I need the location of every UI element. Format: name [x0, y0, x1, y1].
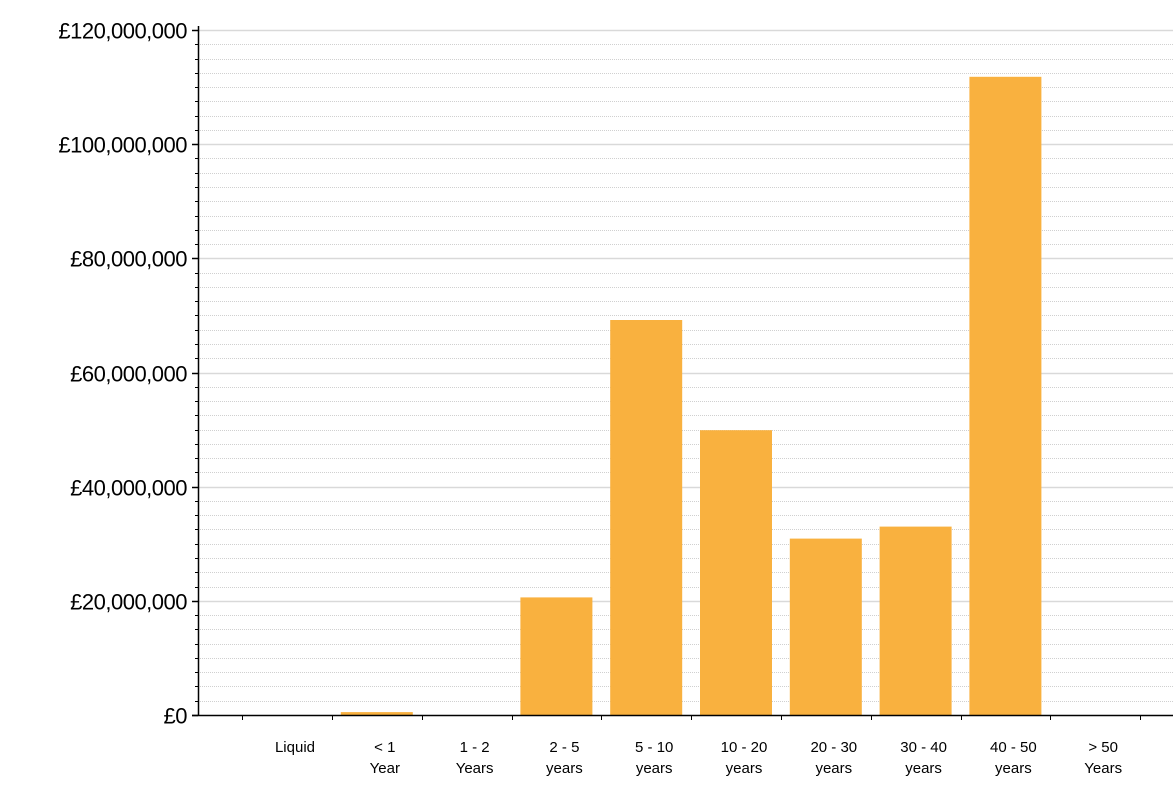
x-tick-label: 40 - 50	[990, 739, 1037, 756]
y-tick-label: £20,000,000	[70, 590, 187, 615]
axes	[192, 26, 1173, 720]
x-tick-label: Years	[1084, 760, 1122, 777]
x-tick-label: 20 - 30	[810, 739, 857, 756]
bar	[969, 76, 1042, 716]
x-tick-label: years	[546, 760, 583, 777]
x-tick-label: years	[815, 760, 852, 777]
y-tick-label: £100,000,000	[58, 133, 187, 158]
x-tick-label: years	[726, 760, 763, 777]
x-tick-label: 2 - 5	[549, 739, 579, 756]
x-tick-label: years	[995, 760, 1032, 777]
bar	[610, 320, 683, 715]
y-tick-label: £60,000,000	[70, 362, 187, 387]
bars	[340, 76, 1042, 716]
x-tick-label: > 50	[1088, 739, 1118, 756]
x-tick-label: 30 - 40	[900, 739, 947, 756]
x-tick-label: years	[636, 760, 673, 777]
bar	[340, 712, 413, 715]
x-tick-label: 1 - 2	[460, 739, 490, 756]
x-tick-label: Liquid	[275, 739, 315, 756]
x-tick-label: 10 - 20	[721, 739, 768, 756]
x-tick-label: Years	[456, 760, 494, 777]
bar	[789, 538, 862, 715]
bar	[879, 526, 952, 715]
y-tick-label: £80,000,000	[70, 247, 187, 272]
y-tick-label: £40,000,000	[70, 476, 187, 501]
y-tick-label: £120,000,000	[58, 19, 187, 44]
y-axis-tick-labels: £0 £20,000,000 £40,000,000 £60,000,000 £80,0…	[58, 19, 187, 729]
x-tick-label: < 1	[374, 739, 395, 756]
x-axis-tick-labels: Liquid < 1 Year 1 - 2 Years 2 - 5 years 5 - 10 y…	[275, 739, 1122, 777]
bar	[700, 430, 772, 715]
bar	[520, 597, 593, 715]
x-tick-label: 5 - 10	[635, 739, 673, 756]
y-tick-label: £0	[164, 704, 188, 729]
x-tick-label: Year	[370, 760, 400, 777]
x-tick-label: years	[905, 760, 942, 777]
